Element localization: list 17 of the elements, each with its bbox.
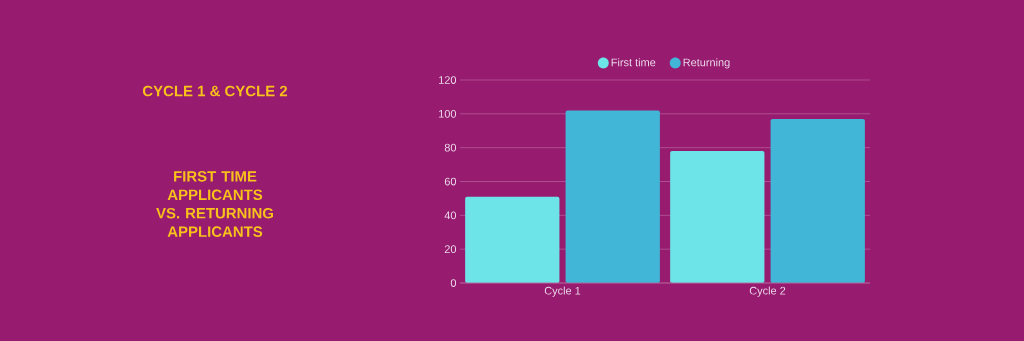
- y-tick-label: 80: [444, 143, 457, 152]
- legend-label: First time: [611, 58, 656, 67]
- x-tick-label: Cycle 2: [749, 286, 786, 297]
- bar: [565, 110, 660, 283]
- bar: [465, 196, 560, 283]
- y-tick-label: 20: [444, 245, 457, 254]
- y-tick-label: 60: [444, 177, 457, 186]
- bar: [670, 151, 765, 283]
- legend-label: Returning: [683, 58, 730, 69]
- y-tick-label: 0: [450, 279, 457, 287]
- x-tick-label: Cycle 1: [544, 286, 581, 297]
- y-tick-label: 100: [439, 109, 457, 118]
- text: FIRST TIME APPLICANTS VS. RETURNING APPLICANTS: [156, 171, 274, 237]
- y-tick-label: 40: [444, 211, 457, 220]
- text: CYCLE 1 & CYCLE 2: [142, 85, 288, 97]
- y-tick-label: 120: [439, 76, 457, 84]
- bar: [770, 118, 865, 283]
